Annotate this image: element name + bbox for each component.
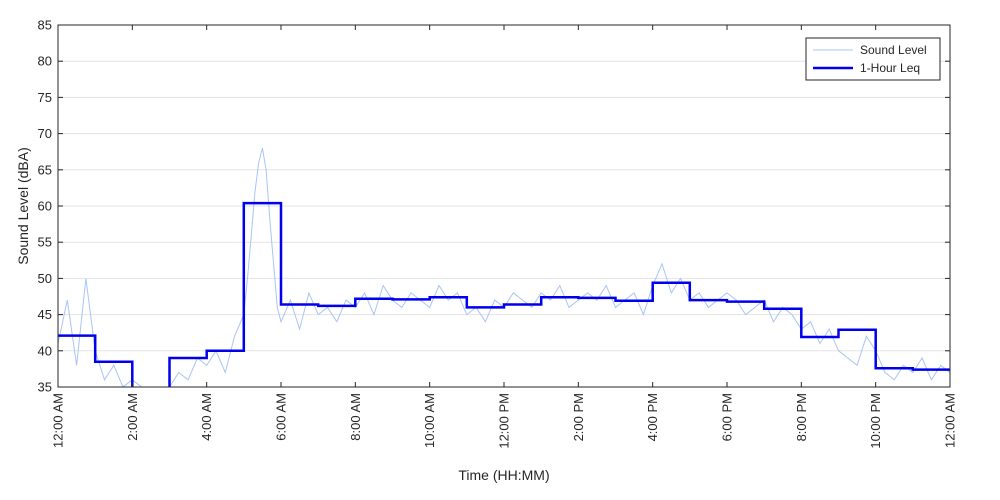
legend-label-sound-level: Sound Level <box>860 43 927 57</box>
y-tick-label: 45 <box>38 307 52 322</box>
x-tick-label: 8:00 AM <box>348 393 363 441</box>
y-tick-label: 50 <box>38 271 52 286</box>
legend-label-1-hour-leq: 1-Hour Leq <box>860 61 920 75</box>
x-axis-ticks: 12:00 AM 2:00 AM 4:00 AM 6:00 AM 8:00 AM 10:0… <box>51 25 958 449</box>
y-tick-label: 75 <box>38 90 52 105</box>
y-tick-label: 65 <box>38 162 52 177</box>
x-tick-label: 12:00 PM <box>497 393 512 449</box>
x-tick-label: 6:00 AM <box>274 393 289 441</box>
y-tick-label: 40 <box>38 343 52 358</box>
series-1-hour-leq <box>58 201 950 387</box>
y-tick-label: 85 <box>38 18 52 33</box>
x-tick-label: 10:00 PM <box>868 393 883 449</box>
x-tick-label: 12:00 AM <box>51 393 66 448</box>
x-tick-label: 10:00 AM <box>422 393 437 448</box>
x-tick-label: 2:00 AM <box>125 393 140 441</box>
y-tick-label: 35 <box>38 380 52 395</box>
x-tick-label: 2:00 PM <box>571 393 586 441</box>
y-tick-label: 55 <box>38 235 52 250</box>
legend: Sound Level 1-Hour Leq <box>805 37 941 81</box>
y-tick-label: 60 <box>38 199 52 214</box>
x-tick-label: 6:00 PM <box>720 393 735 441</box>
x-tick-label: 12:00 AM <box>943 393 958 448</box>
y-axis-title: Sound Level (dBA) <box>15 147 31 265</box>
leq-step-line <box>58 201 950 387</box>
legend-box <box>805 37 941 81</box>
x-axis-title: Time (HH:MM) <box>458 467 549 483</box>
y-axis-ticks: 35 40 45 50 55 60 65 70 75 80 85 <box>38 18 950 395</box>
y-tick-label: 80 <box>38 54 52 69</box>
y-tick-label: 70 <box>38 126 52 141</box>
x-tick-label: 4:00 AM <box>199 393 214 441</box>
x-tick-label: 4:00 PM <box>645 393 660 441</box>
x-tick-label: 8:00 PM <box>794 393 809 441</box>
